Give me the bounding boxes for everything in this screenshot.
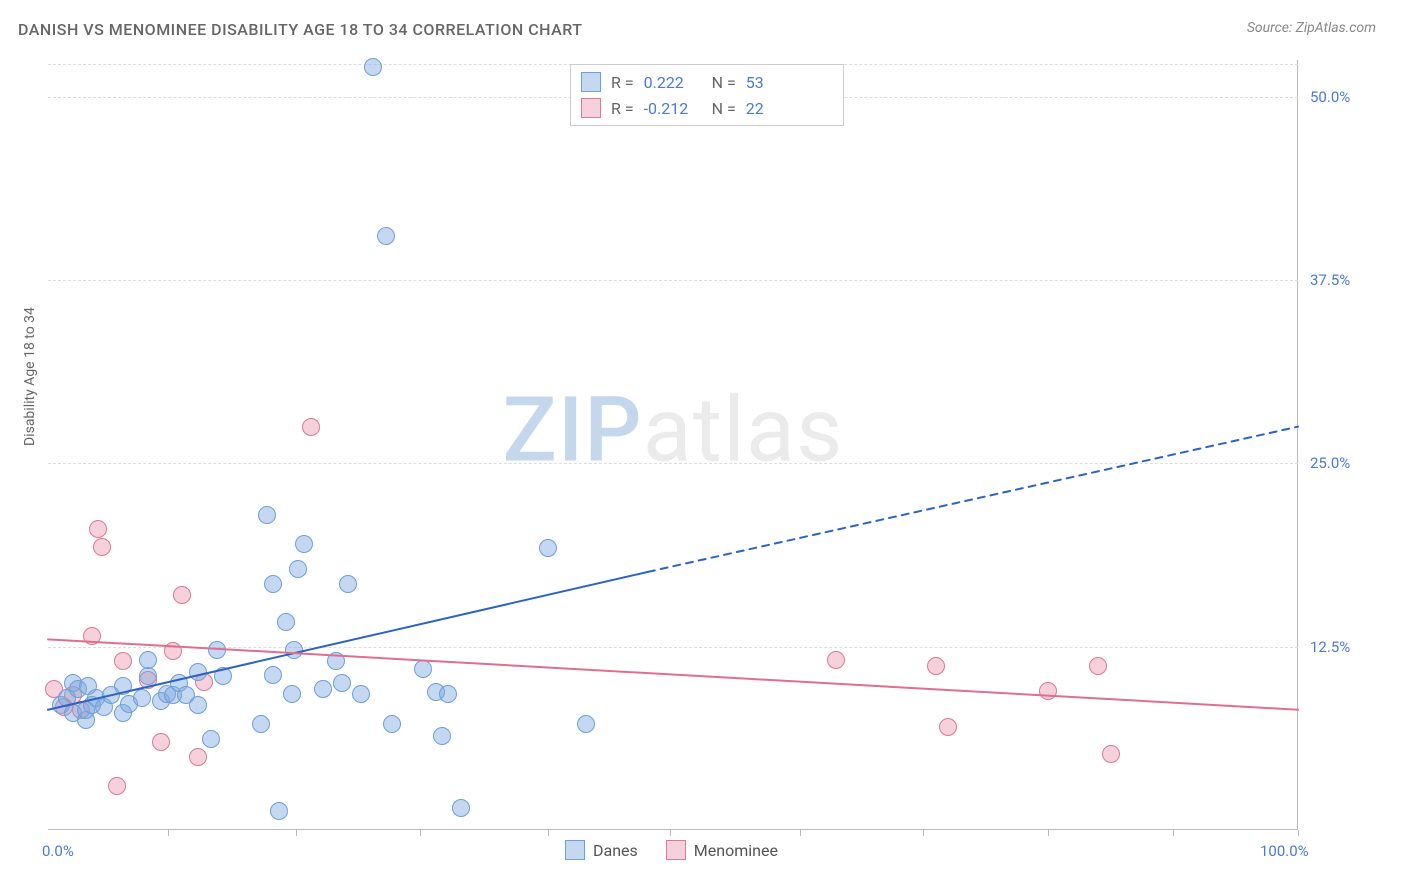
x-axis-max-label: 100.0%: [1260, 842, 1309, 860]
source-attribution: Source: ZipAtlas.com: [1247, 20, 1376, 36]
x-tick: [420, 830, 421, 836]
legend-n-value: 53: [746, 73, 764, 92]
x-tick: [923, 830, 924, 836]
legend-r-label: R =: [611, 99, 634, 118]
chart-title: DANISH VS MENOMINEE DISABILITY AGE 18 TO…: [18, 20, 583, 39]
x-tick: [1048, 830, 1049, 836]
x-tick: [1173, 830, 1174, 836]
plot-area: ZIPatlas: [48, 60, 1298, 830]
x-tick: [296, 830, 297, 836]
correlation-legend: R = 0.222 N = 53 R = -0.212 N = 22: [570, 64, 844, 126]
x-axis-min-label: 0.0%: [42, 842, 74, 860]
legend-swatch-meno: [581, 98, 601, 118]
x-tick: [548, 830, 549, 836]
legend-swatch-dane: [581, 72, 601, 92]
legend-r-value: -0.212: [644, 99, 702, 118]
legend-n-label: N =: [712, 73, 736, 92]
x-tick: [670, 830, 671, 836]
legend-r-value: 0.222: [644, 73, 702, 92]
series-label: Danes: [593, 841, 638, 860]
series-label: Menominee: [694, 841, 778, 860]
y-tick-label: 50.0%: [1310, 88, 1350, 106]
y-tick-label: 37.5%: [1310, 271, 1350, 289]
series-swatch-dane: [565, 840, 585, 860]
x-tick: [1298, 830, 1299, 836]
y-tick-label: 12.5%: [1310, 638, 1350, 656]
legend-n-label: N =: [712, 99, 736, 118]
series-legend: Danes Menominee: [565, 840, 778, 860]
legend-r-label: R =: [611, 73, 634, 92]
x-tick: [800, 830, 801, 836]
x-tick: [168, 830, 169, 836]
y-tick-label: 25.0%: [1310, 454, 1350, 472]
trend-lines: [48, 60, 1298, 830]
series-swatch-meno: [666, 840, 686, 860]
y-axis-label: Disability Age 18 to 34: [22, 307, 38, 446]
legend-n-value: 22: [746, 99, 764, 118]
